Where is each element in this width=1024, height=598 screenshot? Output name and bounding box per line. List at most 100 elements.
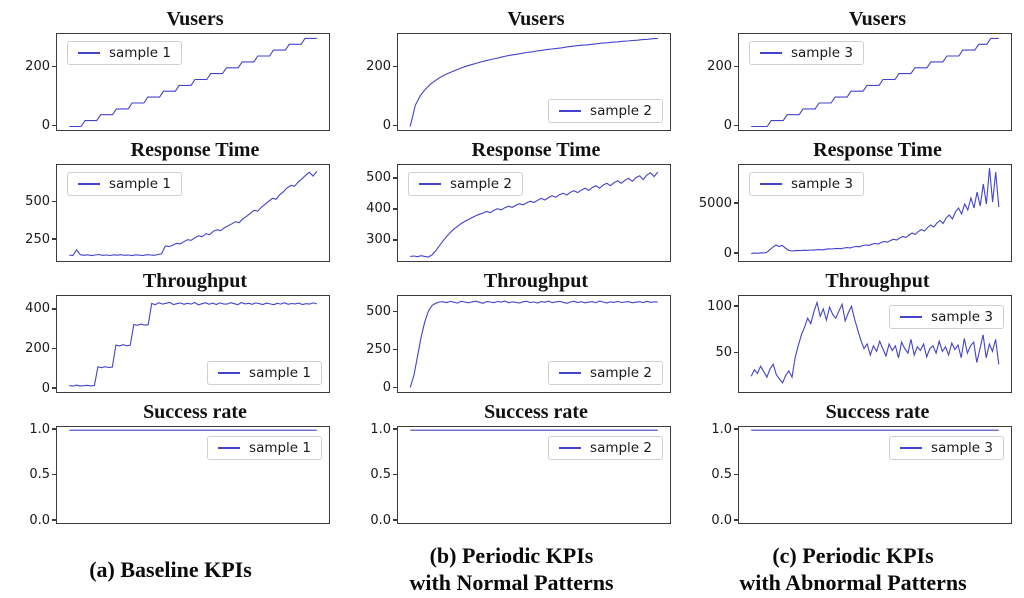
y-tick-label: 200 [25, 59, 50, 75]
legend-line-icon [419, 183, 441, 185]
y-tick-mark [52, 238, 56, 240]
y-tick-label: 0 [41, 380, 50, 396]
y-tick: 0.5 [29, 466, 56, 484]
legend: sample 1 [207, 361, 322, 385]
chart-title: Success rate [825, 401, 930, 423]
y-tick: 50 [715, 343, 738, 361]
line-chart [410, 171, 659, 258]
chart-cell-response-time-normal: Response Time 300 400 500 sample 2 [341, 137, 682, 268]
y-tick-label: 200 [366, 59, 391, 75]
y-tick-label: 300 [366, 232, 391, 248]
y-tick: 1.0 [29, 420, 56, 438]
legend-line-icon [78, 52, 100, 54]
y-tick-label: 50 [715, 344, 732, 360]
y-tick-mark [52, 519, 56, 521]
chart-cell-success-rate-abnormal: Success rate 0.0 0.5 1.0 sample 3 [682, 399, 1024, 530]
plot-area: sample 1 [56, 426, 330, 524]
y-tick-mark [393, 386, 397, 388]
legend-line-icon [760, 183, 782, 185]
y-tick: 400 [25, 300, 56, 318]
plot-area: sample 2 [397, 295, 671, 393]
series-line [69, 170, 318, 257]
y-axis: 0.0 0.5 1.0 [6, 422, 56, 528]
y-axis: 0 250 500 [347, 295, 397, 395]
y-axis: 0.0 0.5 1.0 [347, 422, 397, 528]
series-line [751, 167, 1000, 254]
chart-title: Vusers [507, 8, 565, 30]
y-tick: 500 [366, 169, 397, 187]
line-chart [69, 429, 317, 431]
y-tick-mark [393, 348, 397, 351]
line-chart [409, 37, 658, 127]
chart-title: Vusers [166, 8, 224, 30]
caption-b: (b) Periodic KPIs with Normal Patterns [341, 542, 682, 596]
legend-line-icon [218, 447, 241, 449]
y-tick-label: 200 [25, 340, 50, 356]
y-tick-label: 500 [366, 170, 391, 186]
y-tick-mark [393, 239, 397, 241]
y-axis: 0 5000 [688, 164, 738, 261]
y-tick-mark [52, 308, 56, 310]
y-tick-mark [52, 66, 56, 68]
y-tick-mark [52, 347, 56, 350]
y-tick-label: 1.0 [711, 421, 732, 437]
legend: sample 1 [67, 41, 182, 65]
y-tick: 0.5 [370, 466, 397, 484]
plot-area: sample 1 [56, 164, 330, 262]
series-line [750, 300, 1000, 384]
chart-title: Throughput [483, 270, 589, 292]
caption-c: (c) Periodic KPIs with Abnormal Patterns [682, 542, 1024, 596]
line-chart [69, 37, 317, 128]
plot-area: sample 3 [738, 426, 1012, 524]
y-tick-label: 500 [25, 194, 50, 209]
y-tick: 0.0 [711, 511, 738, 529]
series-line [409, 37, 658, 127]
y-tick: 200 [25, 339, 56, 357]
legend-line-icon [900, 316, 923, 318]
line-chart [410, 429, 658, 431]
legend-label: sample 2 [450, 176, 512, 192]
y-axis: 0 200 400 [6, 295, 56, 396]
plot-area: sample 3 [738, 33, 1012, 131]
y-tick: 250 [25, 230, 56, 248]
y-tick-label: 200 [707, 59, 732, 75]
y-tick-label: 250 [366, 341, 391, 357]
legend-label: sample 3 [791, 45, 853, 61]
y-tick-mark [52, 473, 56, 476]
y-tick: 100 [707, 297, 738, 315]
y-tick-mark [52, 387, 56, 389]
y-tick-label: 100 [707, 298, 732, 314]
y-tick-mark [734, 351, 738, 353]
y-tick-mark [52, 428, 56, 430]
y-tick-label: 500 [366, 304, 391, 320]
y-tick: 0.0 [29, 511, 56, 529]
caption-line: with Normal Patterns [409, 570, 614, 595]
legend-label: sample 2 [590, 440, 652, 456]
legend: sample 2 [548, 436, 663, 460]
legend: sample 3 [889, 305, 1004, 329]
y-tick-mark [393, 208, 397, 210]
y-tick-mark [393, 124, 397, 127]
plot-area: sample 2 [397, 426, 671, 524]
y-axis: 0 200 [688, 33, 738, 133]
line-chart [409, 300, 658, 388]
plot-area: sample 1 [56, 33, 330, 131]
y-tick: 0 [724, 116, 738, 134]
legend: sample 1 [207, 436, 322, 460]
line-chart [69, 301, 317, 387]
y-tick-mark [393, 428, 397, 430]
plot-area: sample 2 [397, 164, 671, 262]
y-tick-mark [734, 305, 738, 307]
y-tick-mark [393, 473, 397, 476]
caption-line: (a) Baseline KPIs [89, 556, 252, 582]
line-chart [751, 167, 1000, 254]
series-line [69, 301, 317, 387]
plot-area: sample 1 [56, 295, 330, 393]
chart-title: Success rate [143, 401, 247, 423]
chart-cell-vusers-baseline: Vusers 0 200 sample 1 [0, 6, 341, 137]
y-tick-mark [734, 473, 738, 476]
caption-line: (c) Periodic KPIs [772, 543, 934, 568]
legend-label: sample 3 [931, 309, 993, 325]
y-tick-mark [734, 252, 738, 254]
y-tick-label: 0 [723, 245, 732, 261]
